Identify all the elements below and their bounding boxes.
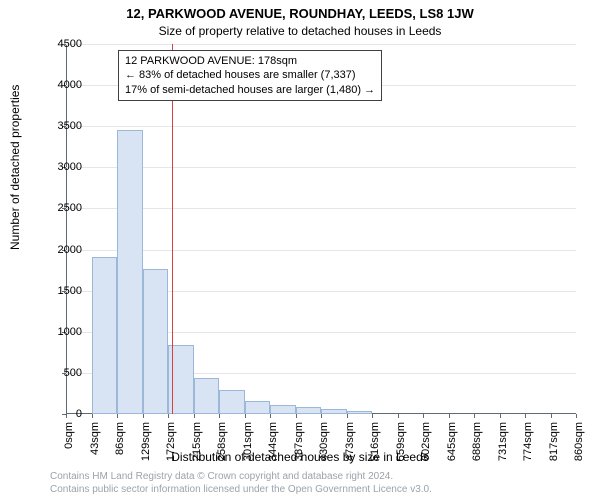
histogram-bar bbox=[194, 378, 220, 414]
histogram-bar bbox=[245, 401, 271, 414]
histogram-bar bbox=[347, 411, 373, 414]
chart-subtitle: Size of property relative to detached ho… bbox=[0, 24, 600, 38]
x-tick-mark bbox=[500, 414, 501, 418]
plot-area: 0sqm43sqm86sqm129sqm172sqm215sqm258sqm30… bbox=[66, 44, 576, 414]
x-tick-mark bbox=[576, 414, 577, 418]
x-tick-mark bbox=[117, 414, 118, 418]
y-tick-label: 3000 bbox=[42, 161, 82, 173]
x-tick-mark bbox=[372, 414, 373, 418]
x-tick-mark bbox=[245, 414, 246, 418]
x-axis-label: Distribution of detached houses by size … bbox=[0, 450, 600, 464]
grid-line bbox=[66, 208, 576, 209]
y-axis-line bbox=[66, 44, 67, 414]
y-tick-label: 0 bbox=[42, 408, 82, 420]
grid-line bbox=[66, 126, 576, 127]
x-tick-mark bbox=[168, 414, 169, 418]
y-tick-label: 2500 bbox=[42, 202, 82, 214]
x-tick-mark bbox=[296, 414, 297, 418]
x-tick-mark bbox=[474, 414, 475, 418]
x-tick-mark bbox=[92, 414, 93, 418]
histogram-bar bbox=[92, 257, 118, 414]
y-tick-label: 1000 bbox=[42, 326, 82, 338]
chart-title: 12, PARKWOOD AVENUE, ROUNDHAY, LEEDS, LS… bbox=[0, 6, 600, 21]
annotation-box: 12 PARKWOOD AVENUE: 178sqm← 83% of detac… bbox=[118, 50, 382, 101]
histogram-bar bbox=[321, 409, 347, 414]
x-tick-mark bbox=[219, 414, 220, 418]
y-tick-label: 500 bbox=[42, 367, 82, 379]
attribution-text: Contains HM Land Registry data © Crown c… bbox=[50, 471, 432, 496]
x-tick-mark bbox=[551, 414, 552, 418]
attribution-line: Contains HM Land Registry data © Crown c… bbox=[50, 471, 432, 484]
y-tick-label: 4000 bbox=[42, 79, 82, 91]
histogram-bar bbox=[296, 407, 322, 414]
grid-line bbox=[66, 250, 576, 251]
histogram-bar bbox=[219, 390, 245, 414]
x-tick-mark bbox=[143, 414, 144, 418]
x-tick-mark bbox=[398, 414, 399, 418]
x-tick-mark bbox=[423, 414, 424, 418]
y-tick-label: 2000 bbox=[42, 244, 82, 256]
y-tick-label: 4500 bbox=[42, 38, 82, 50]
annotation-line: 17% of semi-detached houses are larger (… bbox=[125, 83, 375, 97]
histogram-bar bbox=[270, 405, 296, 414]
annotation-line: 12 PARKWOOD AVENUE: 178sqm bbox=[125, 54, 375, 68]
x-tick-mark bbox=[321, 414, 322, 418]
x-tick-mark bbox=[347, 414, 348, 418]
x-tick-mark bbox=[270, 414, 271, 418]
x-tick-mark bbox=[449, 414, 450, 418]
y-tick-label: 3500 bbox=[42, 120, 82, 132]
x-tick-mark bbox=[194, 414, 195, 418]
y-tick-label: 1500 bbox=[42, 285, 82, 297]
chart-container: 12, PARKWOOD AVENUE, ROUNDHAY, LEEDS, LS… bbox=[0, 0, 600, 500]
attribution-line: Contains public sector information licen… bbox=[50, 484, 432, 497]
grid-line bbox=[66, 44, 576, 45]
annotation-line: ← 83% of detached houses are smaller (7,… bbox=[125, 68, 375, 82]
histogram-bar bbox=[143, 269, 169, 414]
histogram-bar bbox=[117, 130, 143, 414]
x-tick-mark bbox=[525, 414, 526, 418]
x-tick-label: 0sqm bbox=[63, 422, 75, 449]
grid-line bbox=[66, 167, 576, 168]
y-axis-label: Number of detached properties bbox=[8, 85, 22, 250]
